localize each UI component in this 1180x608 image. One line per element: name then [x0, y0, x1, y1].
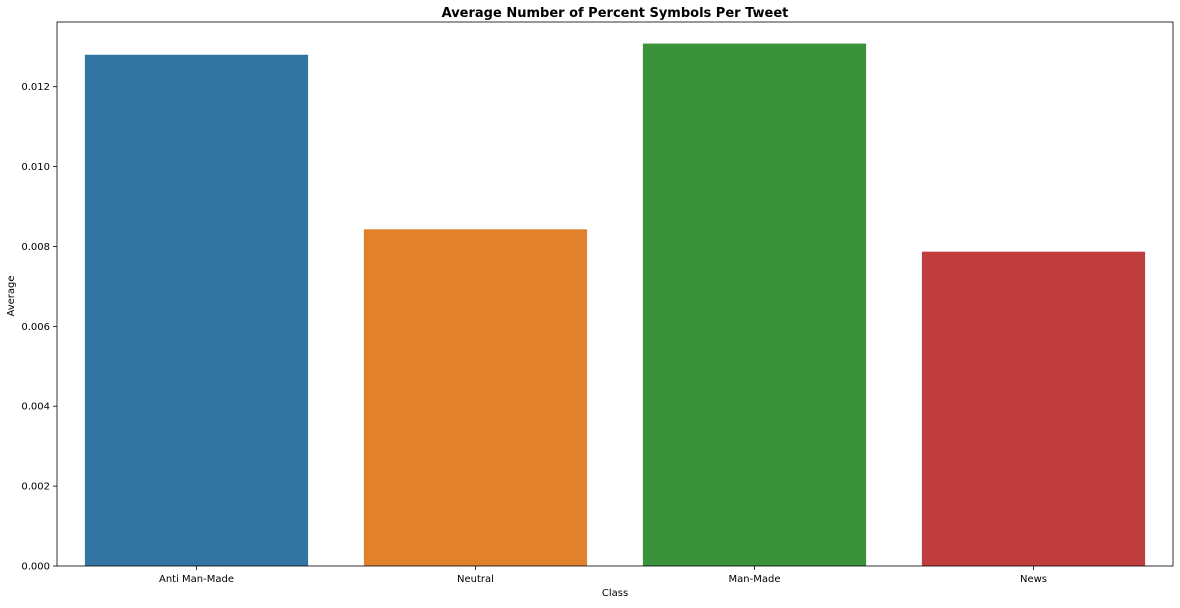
y-tick-label: 0.012	[21, 82, 50, 93]
y-axis-label: Average	[6, 275, 17, 316]
y-axis: 0.000 0.002 0.004 0.006 0.008 0.010 0.012	[21, 82, 57, 573]
plot-area	[84, 43, 1146, 567]
y-tick-label: 0.008	[21, 242, 50, 253]
x-axis-label: Class	[602, 588, 628, 599]
bar-anti-man-made	[84, 54, 309, 567]
y-tick-label: 0.004	[21, 402, 50, 413]
bar-neutral	[363, 229, 588, 566]
x-tick-label: Anti Man-Made	[159, 574, 234, 585]
plot-frame	[56, 21, 1174, 567]
y-tick-label: 0.006	[21, 322, 50, 333]
y-tick-label: 0.002	[21, 482, 50, 493]
x-tick-label: Neutral	[457, 574, 494, 585]
y-tick-label: 0.000	[21, 562, 50, 573]
bar-man-made	[642, 43, 867, 566]
chart-title: Average Number of Percent Symbols Per Tw…	[442, 6, 789, 21]
x-axis: Anti Man-Made Neutral Man-Made News	[159, 566, 1047, 585]
y-tick-label: 0.010	[21, 162, 50, 173]
bar-news	[921, 251, 1146, 566]
x-tick-label: Man-Made	[729, 574, 781, 585]
x-tick-label: News	[1020, 574, 1047, 585]
